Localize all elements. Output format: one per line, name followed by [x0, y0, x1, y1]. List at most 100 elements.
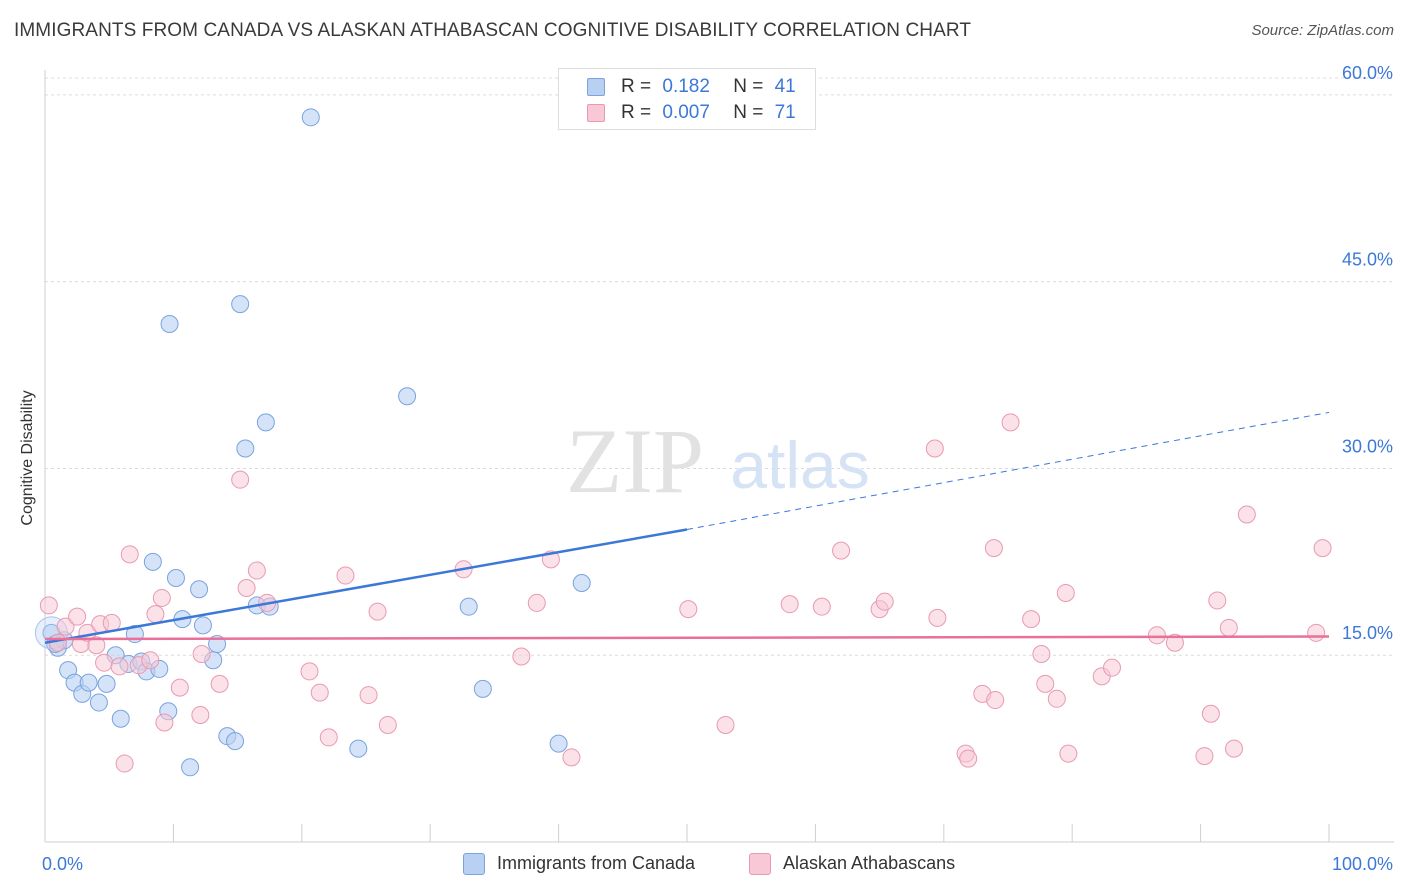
- point-alaskan-athabascans: [1022, 610, 1041, 629]
- point-alaskan-athabascans: [152, 588, 171, 607]
- point-alaskan-athabascans: [115, 754, 134, 773]
- point-immigrants-from-canada: [226, 732, 245, 751]
- point-immigrants-from-canada: [79, 673, 98, 692]
- point-alaskan-athabascans: [925, 439, 944, 458]
- point-immigrants-from-canada: [190, 580, 209, 599]
- point-immigrants-from-canada: [143, 552, 162, 571]
- bottom-legend-swatch-pink: [749, 853, 771, 875]
- point-alaskan-athabascans: [95, 653, 114, 672]
- bottom-legend-label: Immigrants from Canada: [497, 853, 696, 873]
- point-alaskan-athabascans: [512, 647, 531, 666]
- point-immigrants-from-canada: [349, 739, 368, 758]
- legend-r-label: R =: [621, 76, 652, 97]
- legend-n-label: N =: [733, 76, 764, 97]
- point-alaskan-athabascans: [146, 605, 165, 624]
- point-alaskan-athabascans: [1056, 583, 1075, 602]
- point-alaskan-athabascans: [1237, 505, 1256, 524]
- legend-r-label: R =: [621, 102, 652, 123]
- point-alaskan-athabascans: [1313, 539, 1332, 558]
- source-note: Source: ZipAtlas.com: [1251, 22, 1394, 39]
- point-immigrants-from-canada: [193, 616, 212, 635]
- point-alaskan-athabascans: [1001, 413, 1020, 432]
- y-tick-label: 45.0%: [1342, 250, 1393, 270]
- point-alaskan-athabascans: [1165, 633, 1184, 652]
- legend-swatch-pink: [587, 104, 605, 122]
- point-immigrants-from-canada: [256, 413, 275, 432]
- point-alaskan-athabascans: [319, 728, 338, 747]
- point-alaskan-athabascans: [110, 657, 129, 676]
- x-tick-label: 0.0%: [42, 854, 83, 874]
- point-immigrants-from-canada: [459, 597, 478, 616]
- point-immigrants-from-canada: [231, 295, 250, 314]
- point-alaskan-athabascans: [959, 749, 978, 768]
- y-tick-label: 60.0%: [1342, 63, 1393, 83]
- point-immigrants-from-canada: [398, 387, 417, 406]
- bottom-legend-label: Alaskan Athabascans: [783, 853, 956, 873]
- trend-line-athabascan: [44, 635, 1330, 641]
- point-alaskan-athabascans: [1201, 704, 1220, 723]
- point-alaskan-athabascans: [87, 636, 106, 655]
- point-alaskan-athabascans: [1307, 623, 1326, 642]
- point-alaskan-athabascans: [141, 651, 160, 670]
- point-alaskan-athabascans: [928, 608, 947, 627]
- points-alaskan-athabascans: [39, 413, 1332, 773]
- point-alaskan-athabascans: [1147, 626, 1166, 645]
- point-alaskan-athabascans: [986, 691, 1005, 710]
- point-alaskan-athabascans: [1224, 739, 1243, 758]
- point-alaskan-athabascans: [56, 617, 75, 636]
- legend-n-value: 41: [774, 76, 796, 97]
- point-immigrants-from-canada: [89, 693, 108, 712]
- axes: [44, 70, 1394, 843]
- point-alaskan-athabascans: [679, 600, 698, 619]
- point-alaskan-athabascans: [832, 541, 851, 560]
- point-alaskan-athabascans: [1208, 591, 1227, 610]
- point-alaskan-athabascans: [310, 683, 329, 702]
- point-alaskan-athabascans: [1047, 689, 1066, 708]
- trend-line-canada: [44, 528, 688, 645]
- legend-swatch-blue: [587, 78, 605, 96]
- point-alaskan-athabascans: [716, 715, 735, 734]
- watermark-zip: ZIP: [566, 410, 704, 512]
- point-immigrants-from-canada: [473, 679, 492, 698]
- point-immigrants-from-canada: [160, 315, 179, 334]
- point-alaskan-athabascans: [68, 607, 87, 626]
- point-immigrants-from-canada: [166, 569, 185, 588]
- point-alaskan-athabascans: [170, 678, 189, 697]
- point-alaskan-athabascans: [812, 597, 831, 616]
- point-alaskan-athabascans: [368, 602, 387, 621]
- point-immigrants-from-canada: [549, 734, 568, 753]
- point-alaskan-athabascans: [527, 593, 546, 612]
- legend-n-value: 71: [774, 102, 796, 123]
- point-alaskan-athabascans: [875, 592, 894, 611]
- point-alaskan-athabascans: [247, 561, 266, 580]
- y-tick-label: 15.0%: [1342, 623, 1393, 643]
- point-immigrants-from-canada: [97, 674, 116, 693]
- point-alaskan-athabascans: [300, 662, 319, 681]
- chart-title: IMMIGRANTS FROM CANADA VS ALASKAN ATHABA…: [14, 20, 972, 41]
- point-immigrants-from-canada: [111, 709, 130, 728]
- point-alaskan-athabascans: [780, 595, 799, 614]
- stats-legend: R = 0.182 N = 41 R = 0.007 N = 71: [558, 68, 816, 130]
- point-immigrants-from-canada: [181, 758, 200, 777]
- point-alaskan-athabascans: [191, 705, 210, 724]
- legend-r-value: 0.007: [662, 102, 710, 123]
- x-tick-label: 100.0%: [1332, 854, 1393, 874]
- point-alaskan-athabascans: [336, 566, 355, 585]
- tick-labels: 15.0% 30.0% 45.0% 60.0% 0.0% 100.0%: [42, 63, 1393, 874]
- point-alaskan-athabascans: [237, 578, 256, 597]
- legend-r-value: 0.182: [662, 76, 710, 97]
- point-alaskan-athabascans: [378, 715, 397, 734]
- watermark-atlas: atlas: [730, 428, 869, 502]
- y-tick-label: 30.0%: [1342, 436, 1393, 456]
- point-alaskan-athabascans: [155, 713, 174, 732]
- point-alaskan-athabascans: [984, 539, 1003, 558]
- point-immigrants-from-canada: [236, 439, 255, 458]
- trend-lines: [44, 411, 1330, 645]
- point-alaskan-athabascans: [39, 596, 58, 615]
- point-alaskan-athabascans: [1103, 658, 1122, 677]
- point-alaskan-athabascans: [231, 470, 250, 489]
- point-alaskan-athabascans: [1059, 744, 1078, 763]
- gridlines: [45, 77, 1394, 656]
- point-alaskan-athabascans: [210, 674, 229, 693]
